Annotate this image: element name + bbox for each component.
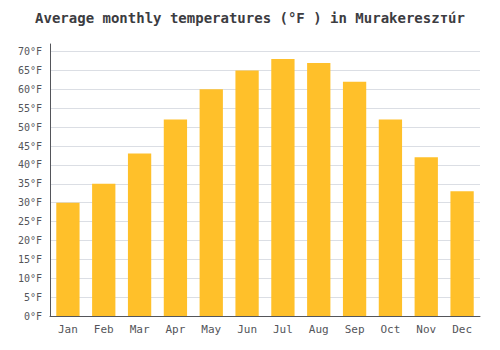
svg-text:Mar: Mar [130, 323, 150, 336]
svg-text:Average monthly temperatures (: Average monthly temperatures (°F ) in Mu… [35, 10, 465, 26]
svg-text:15°F: 15°F [18, 254, 42, 265]
svg-text:5°F: 5°F [24, 292, 42, 303]
svg-text:65°F: 65°F [18, 65, 42, 76]
svg-text:10°F: 10°F [18, 273, 42, 284]
svg-text:Jan: Jan [58, 323, 78, 336]
svg-text:Aug: Aug [309, 323, 329, 336]
svg-text:45°F: 45°F [18, 141, 42, 152]
svg-text:Apr: Apr [165, 323, 185, 336]
svg-text:Sep: Sep [345, 323, 365, 336]
svg-text:Jul: Jul [273, 323, 293, 336]
svg-text:Oct: Oct [380, 323, 400, 336]
svg-text:35°F: 35°F [18, 178, 42, 189]
svg-text:May: May [201, 323, 221, 336]
svg-text:30°F: 30°F [18, 197, 42, 208]
svg-text:Dec: Dec [452, 323, 472, 336]
svg-text:60°F: 60°F [18, 84, 42, 95]
svg-text:Feb: Feb [94, 323, 114, 336]
svg-text:Jun: Jun [237, 323, 257, 336]
svg-text:20°F: 20°F [18, 235, 42, 246]
svg-text:50°F: 50°F [18, 122, 42, 133]
svg-text:55°F: 55°F [18, 103, 42, 114]
svg-text:70°F: 70°F [18, 46, 42, 57]
svg-text:0°F: 0°F [24, 311, 42, 322]
svg-text:25°F: 25°F [18, 216, 42, 227]
svg-text:40°F: 40°F [18, 159, 42, 170]
svg-text:Nov: Nov [416, 323, 436, 336]
